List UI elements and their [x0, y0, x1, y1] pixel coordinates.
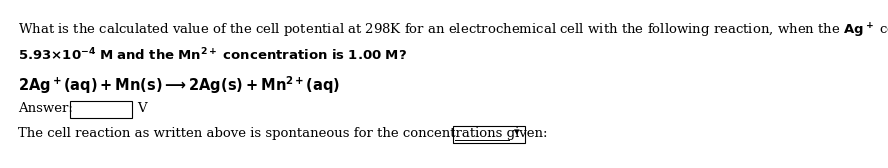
Bar [453, 126, 525, 143]
Text: $\mathbf{5.93{\times}10^{-4}}$ $\mathbf{M}$ $\mathbf{and\ the\ Mn^{2+}\ concentr: $\mathbf{5.93{\times}10^{-4}}$ $\mathbf{… [18, 47, 407, 63]
Text: V: V [137, 102, 147, 115]
Text: Answer:: Answer: [18, 102, 73, 115]
Text: ▾: ▾ [514, 127, 520, 137]
Text: $\mathbf{2Ag^+(aq) + Mn(s){\longrightarrow}2Ag(s) + Mn^{2+}(aq)}$: $\mathbf{2Ag^+(aq) + Mn(s){\longrightarr… [18, 75, 340, 96]
Bar [70, 101, 132, 118]
Text: The cell reaction as written above is spontaneous for the concentrations given:: The cell reaction as written above is sp… [18, 127, 548, 140]
Text: What is the calculated value of the cell potential at 298K for an electrochemica: What is the calculated value of the cell… [18, 22, 888, 40]
